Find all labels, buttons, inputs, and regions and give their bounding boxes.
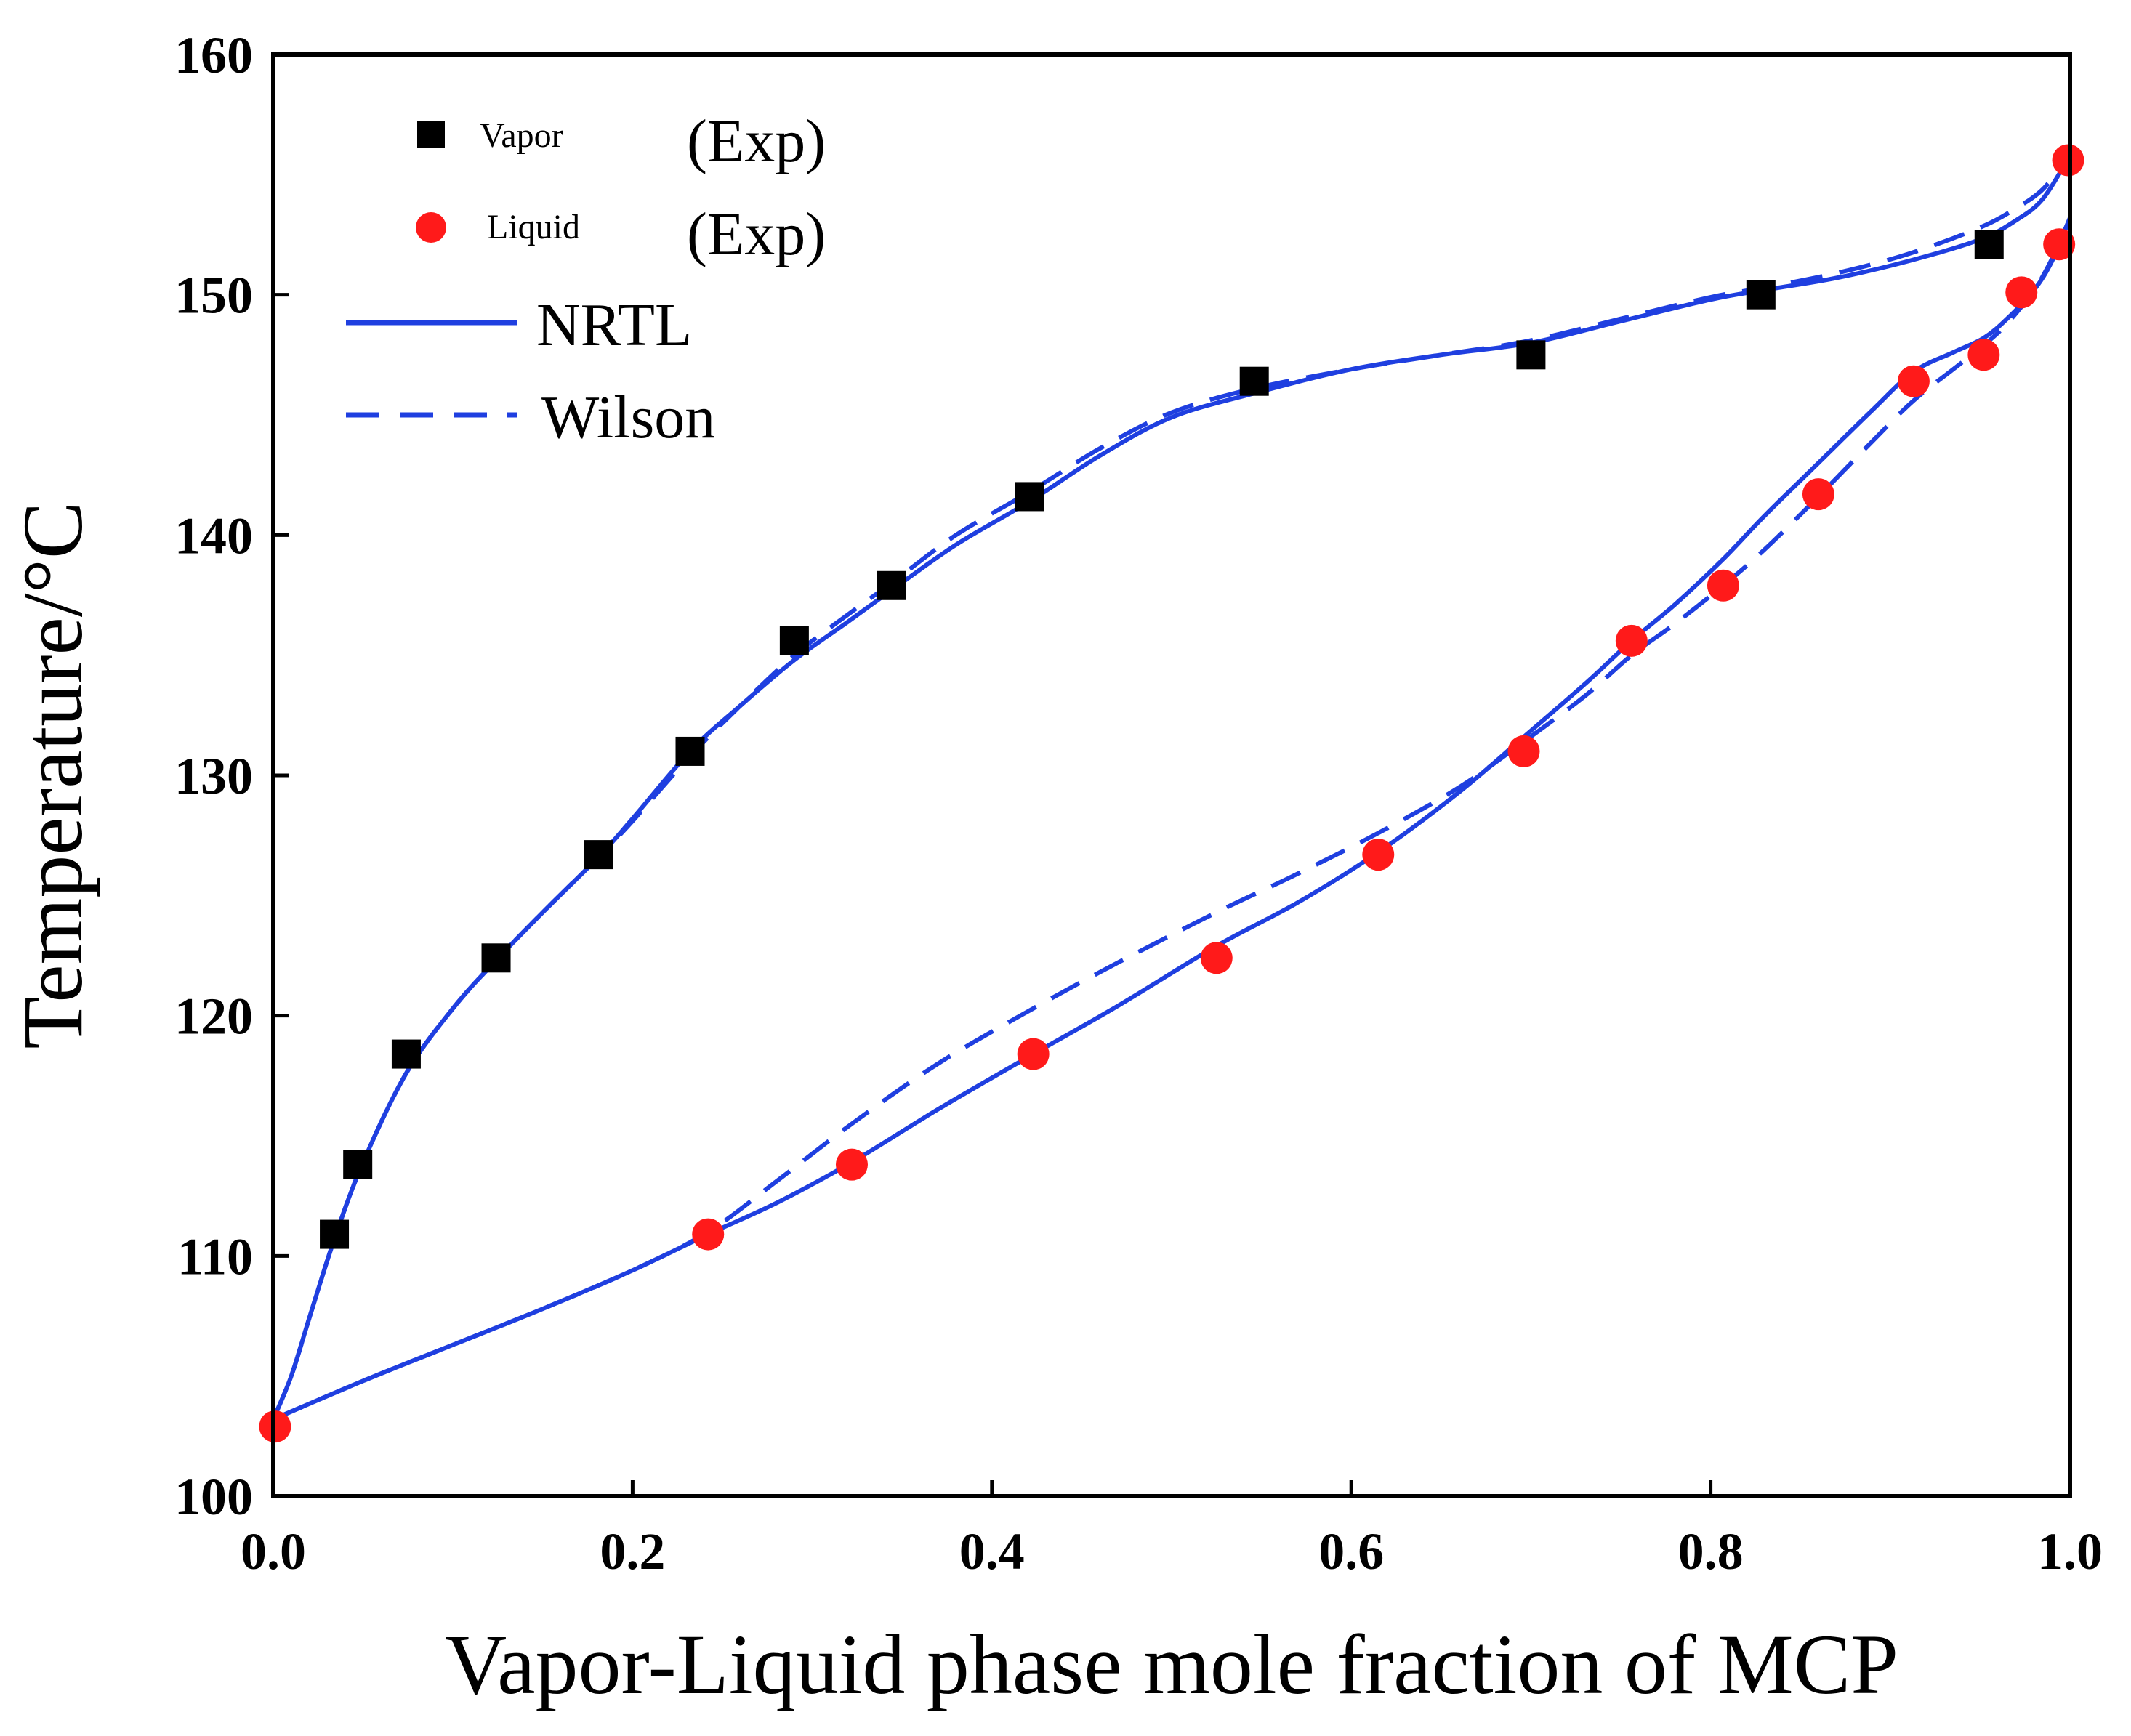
vapor-exp-point <box>1516 340 1546 370</box>
wilson-curve-liquid <box>272 217 2072 1421</box>
vapor-exp-point <box>320 1219 350 1249</box>
liquid-exp-point <box>2005 276 2038 309</box>
x-tick-label: 1.0 <box>2037 1522 2103 1580</box>
axis-ticks: 0.0 0.2 0.4 0.6 0.8 1.0 100 110 120 130 140 150 160 <box>174 26 2103 1580</box>
y-axis-title: Temperature/°C <box>5 501 100 1049</box>
x-tick-label: 0.0 <box>241 1522 306 1580</box>
y-tick-label: 120 <box>174 988 253 1046</box>
legend-nrtl-label: NRTL <box>536 291 692 359</box>
x-axis-title: Vapor-Liquid phase mole fraction of MCP <box>445 1617 1898 1712</box>
legend-wilson-label: Wilson <box>541 384 715 451</box>
y-tick-label: 100 <box>174 1468 253 1526</box>
liquid-exp-point <box>1200 942 1233 974</box>
vapor-exp-point <box>343 1150 373 1179</box>
liquid-exp-point <box>1897 365 1930 397</box>
x-tick-label: 0.8 <box>1678 1522 1744 1580</box>
vapor-exp-point <box>1974 230 2004 259</box>
y-tick-label: 140 <box>174 506 253 565</box>
legend-vapor-marker <box>417 121 445 148</box>
liquid-exp-point <box>1707 569 1739 602</box>
y-tick-label: 150 <box>174 267 253 325</box>
liquid-exp-point <box>2043 228 2076 261</box>
legend-liquid-label: Liquid <box>487 208 580 246</box>
liquid-exp-point <box>1967 339 2000 371</box>
vapor-exp-point <box>584 840 613 870</box>
liquid-exp-point <box>1507 735 1540 767</box>
vapor-exp-point <box>675 736 705 766</box>
legend: Vapor (Exp) Liquid (Exp) NRTL Wilson <box>346 108 826 451</box>
vapor-exp-point <box>1239 366 1269 396</box>
x-tick-label: 0.2 <box>600 1522 665 1580</box>
x-tick-label: 0.6 <box>1318 1522 1384 1580</box>
liquid-exp-point <box>1017 1038 1050 1070</box>
legend-vapor-suffix: (Exp) <box>687 108 826 175</box>
y-tick-label: 110 <box>177 1227 253 1285</box>
vapor-exp-point <box>1015 482 1044 512</box>
vapor-exp-point <box>877 570 906 600</box>
x-tick-label: 0.4 <box>959 1522 1025 1580</box>
y-tick-label: 160 <box>174 26 253 84</box>
vapor-exp-point <box>391 1039 421 1069</box>
legend-vapor-label: Vapor <box>480 116 563 155</box>
liquid-exp-point <box>1615 624 1648 657</box>
legend-liquid-suffix: (Exp) <box>687 201 826 268</box>
experimental-points <box>259 144 2084 1443</box>
liquid-exp-point <box>1802 478 1834 511</box>
liquid-exp-point <box>1362 839 1395 871</box>
y-tick-label: 130 <box>174 747 253 805</box>
vapor-exp-point <box>481 943 511 973</box>
liquid-exp-point <box>835 1148 868 1181</box>
legend-liquid-marker <box>416 212 446 243</box>
vapor-exp-point <box>779 626 809 655</box>
liquid-exp-point <box>692 1218 725 1251</box>
vapor-exp-point <box>1746 280 1776 310</box>
